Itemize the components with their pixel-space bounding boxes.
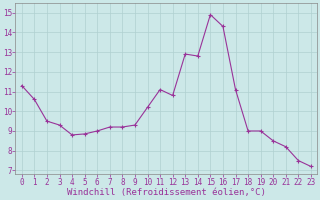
X-axis label: Windchill (Refroidissement éolien,°C): Windchill (Refroidissement éolien,°C) xyxy=(67,188,266,197)
